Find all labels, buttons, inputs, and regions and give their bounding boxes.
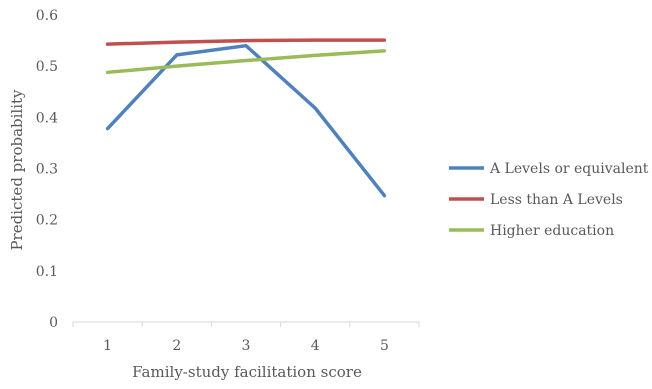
x-axis-ticks: 1 2 3 4 5 <box>72 322 420 354</box>
y-tick-label: 0 <box>49 315 58 331</box>
y-tick-label: 0.1 <box>36 264 58 280</box>
series-line-higher-education <box>105 49 387 75</box>
series-lines <box>105 38 387 198</box>
y-tick-label: 0.4 <box>36 110 58 126</box>
y-tick-label: 0.3 <box>36 162 58 178</box>
legend: A Levels or equivalent Less than A Levels… <box>449 161 649 239</box>
x-axis-title: Family-study facilitation score <box>132 363 362 381</box>
series-line-a-levels-or-equivalent <box>105 43 387 198</box>
y-tick-label: 0.6 <box>36 8 58 24</box>
x-tick-label: 2 <box>172 338 181 354</box>
x-tick-label: 4 <box>311 338 320 354</box>
y-tick-label: 0.2 <box>36 213 58 229</box>
y-tick-label: 0.5 <box>36 59 58 75</box>
y-axis-title: Predicted probability <box>8 89 26 251</box>
legend-label: A Levels or equivalent <box>489 161 649 177</box>
series-line-less-than-a-levels <box>105 38 387 46</box>
legend-label: Higher education <box>490 223 614 239</box>
x-tick-label: 3 <box>242 338 251 354</box>
y-axis-ticks: 0 0.1 0.2 0.3 0.4 0.5 0.6 <box>36 8 58 331</box>
x-tick-label: 1 <box>103 338 112 354</box>
x-tick-label: 5 <box>380 338 389 354</box>
legend-label: Less than A Levels <box>490 192 623 208</box>
